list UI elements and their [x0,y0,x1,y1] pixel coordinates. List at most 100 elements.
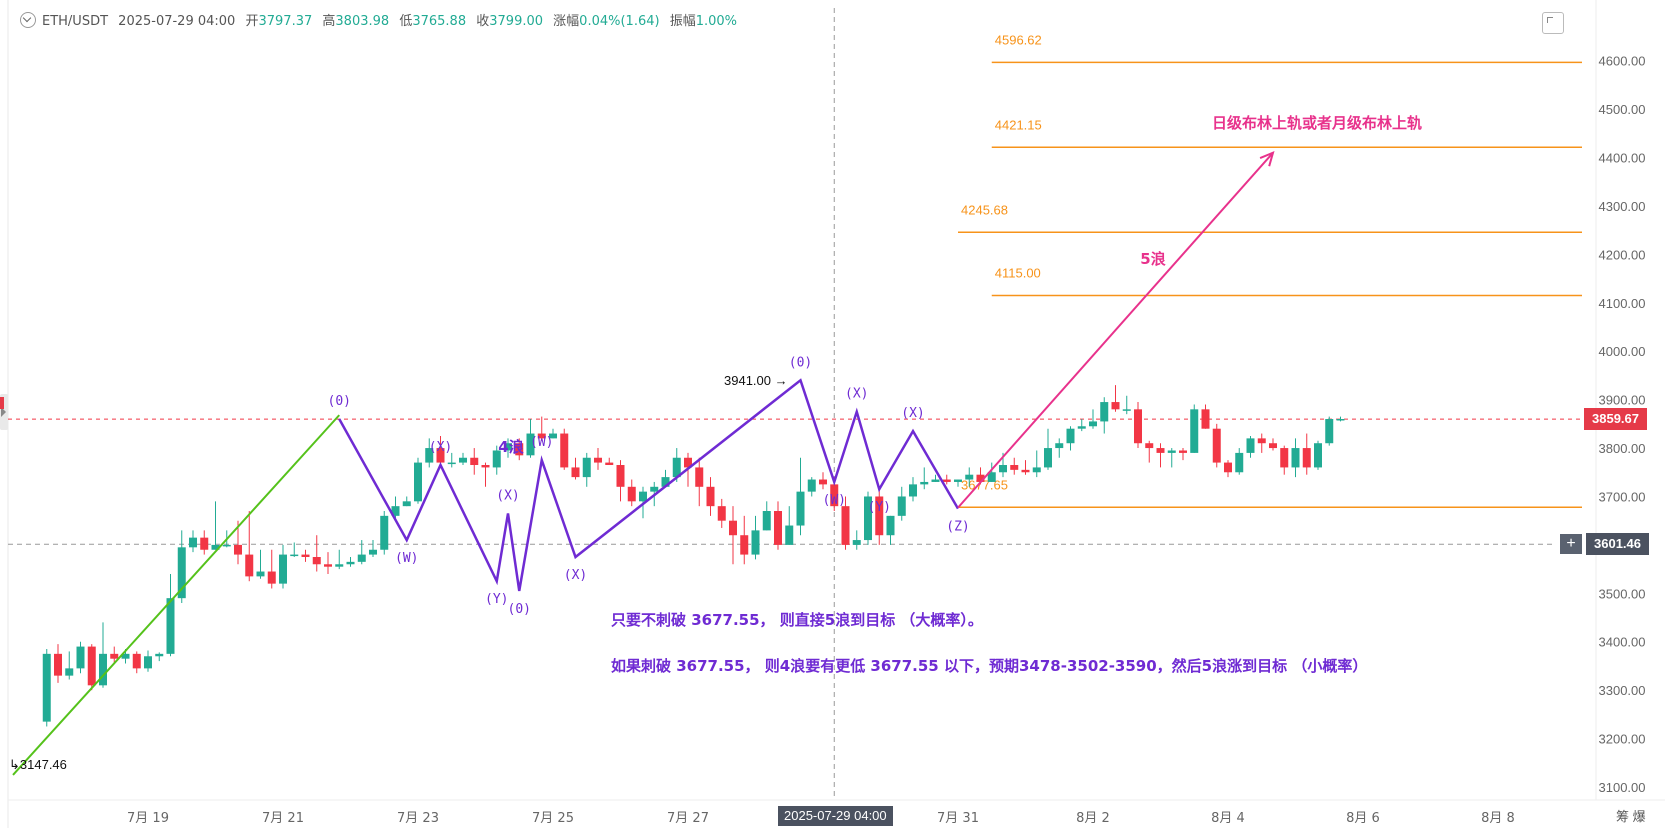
note-line-1: 只要不刺破 3677.55， 则直接5浪到目标 （大概率）。 [611,611,983,629]
candle-body [807,479,816,492]
wave-label: (W) [395,551,418,566]
candle-body [1066,428,1075,444]
candle-body [481,465,490,468]
wave4-label: 4浪 [498,438,523,456]
candle-body [875,496,884,536]
candle-body [459,457,467,463]
candle-body [1201,409,1210,429]
candle-body [987,472,996,482]
wave-label: (X) [564,568,587,583]
x-tick-label: 8月 6 [1346,811,1380,826]
candle-body [954,479,962,482]
candle-body [211,544,220,550]
candle-body [1190,409,1199,453]
candle-body [560,433,569,468]
candle-body [526,433,535,456]
candle-body [1077,426,1086,429]
candle-body [436,448,445,463]
candle-body [796,491,805,526]
wave-label: (X) [496,488,519,503]
y-tick-label: 4300.00 [1599,199,1646,214]
candle-body [357,554,366,562]
candle-body [627,486,636,502]
datetime: 2025-07-29 04:00 [118,14,236,29]
candle-body [1212,428,1221,463]
candle-body [830,484,839,507]
candle-body [1280,448,1289,468]
candle-body [177,547,186,599]
candle-body [1336,419,1345,421]
candle-body [290,554,299,557]
x-tick-label: 8月 2 [1076,811,1110,826]
y-tick-label: 3500.00 [1599,586,1646,601]
candle-body [852,540,861,545]
candle-body [1044,448,1052,468]
candle-body [1167,450,1176,453]
candle-body [639,491,647,502]
projection-arrowhead [1259,150,1275,167]
low-annotation: ↳3147.46 [9,757,67,772]
current-price-tag: 3859.67 [1584,408,1647,430]
collapse-icon[interactable] [20,12,36,28]
candle-body [549,433,557,439]
x-tick-label: 8月 8 [1481,811,1515,826]
candle-body [729,520,737,536]
candle-body [1314,443,1322,468]
candle-body [841,506,850,545]
wave-label: (Y) [485,592,508,607]
candle-body [447,462,456,465]
candle-body [1246,438,1255,453]
candle-body [571,467,580,478]
trend-line [12,414,340,776]
change-label: 涨幅 [553,14,580,29]
candle-body [76,646,85,669]
candle-body [391,506,400,516]
candle-body [661,477,670,487]
add-alert-button[interactable]: + [1560,534,1582,554]
candle-body [189,537,197,548]
y-tick-label: 3900.00 [1599,393,1646,408]
candle-body [54,653,62,676]
candle-body [1257,438,1266,444]
open-label: 开 [245,14,259,29]
candle-body [706,486,715,507]
peak-annotation: 3941.00 → [724,373,788,388]
candle-body [909,484,917,497]
x-tick-label: 7月 21 [262,811,304,826]
wave-label: (W) [823,493,846,508]
candle-body [110,653,119,659]
candle-body [380,515,389,550]
projection-arrow [957,152,1274,509]
wave-label: (W) [530,435,553,450]
candle-body [166,598,175,654]
candle-body [976,474,985,482]
candle-body [1302,448,1311,468]
candle-body [616,465,625,487]
candle-body [1010,465,1019,470]
candle-body [1291,448,1300,468]
candle-body [99,653,107,686]
fullscreen-icon[interactable] [1542,12,1564,34]
x-tick-label: 7月 23 [397,811,439,826]
candle-body [1145,443,1154,449]
wave-label: (X) [901,406,924,421]
y-tick-label: 4200.00 [1599,247,1646,262]
y-tick-label: 4600.00 [1599,54,1646,69]
candle-body [267,571,276,584]
candle-body [897,496,906,516]
candle-body [222,544,231,547]
candle-body [774,511,782,545]
candle-body [256,571,265,577]
bottom-right-label[interactable]: 筹 爆 [1616,809,1646,824]
candle-body [1111,402,1120,410]
candle-body [65,668,74,676]
close-value: 3799.00 [489,14,544,29]
y-tick-label: 3300.00 [1599,683,1646,698]
side-panel-handle[interactable] [0,394,8,430]
y-tick-label: 4400.00 [1599,151,1646,166]
candle-body [931,479,940,482]
candle-body [785,525,794,545]
low-label: 低 [399,14,413,29]
wave-label: (0) [508,602,531,617]
